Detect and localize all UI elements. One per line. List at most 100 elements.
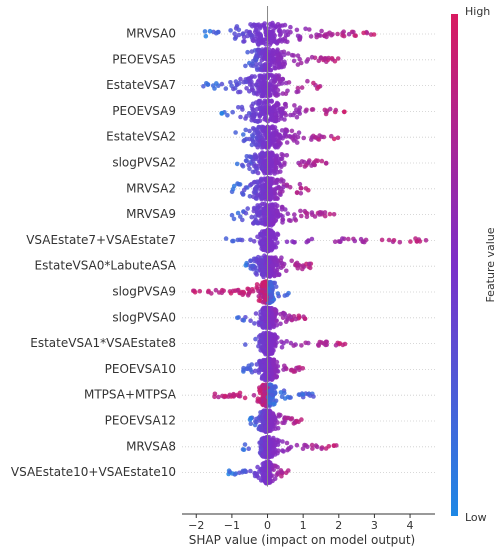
shap-point bbox=[326, 444, 332, 449]
feature-label: EstateVSA0*LabuteASA bbox=[35, 259, 177, 273]
shap-point bbox=[280, 439, 285, 444]
shap-point bbox=[261, 419, 266, 425]
shap-point bbox=[247, 136, 252, 142]
shap-point bbox=[331, 443, 337, 448]
shap-point bbox=[197, 288, 203, 294]
shap-point bbox=[283, 91, 289, 96]
shap-point bbox=[269, 263, 275, 269]
shap-point bbox=[260, 451, 266, 457]
shap-point bbox=[408, 239, 413, 244]
shap-point bbox=[267, 331, 272, 336]
shap-point bbox=[269, 246, 275, 252]
shap-point bbox=[267, 21, 273, 27]
shap-point bbox=[273, 442, 278, 448]
shap-point bbox=[251, 256, 257, 262]
shap-point bbox=[251, 239, 257, 244]
shap-point bbox=[268, 388, 273, 394]
shap-point bbox=[269, 160, 274, 166]
shap-point bbox=[260, 283, 266, 289]
shap-point bbox=[286, 446, 291, 451]
shap-point bbox=[249, 82, 255, 87]
shap-point bbox=[230, 109, 235, 115]
shap-point bbox=[233, 130, 238, 135]
shap-point bbox=[284, 440, 290, 446]
shap-point bbox=[251, 91, 257, 96]
shap-point bbox=[360, 239, 366, 244]
shap-point bbox=[248, 415, 254, 421]
x-tick-label: 0 bbox=[264, 519, 271, 532]
shap-point bbox=[262, 87, 267, 92]
shap-point bbox=[300, 366, 306, 371]
shap-point bbox=[263, 424, 268, 429]
shap-point bbox=[259, 91, 264, 96]
shap-point bbox=[305, 78, 310, 84]
shap-point bbox=[213, 287, 219, 293]
shap-point bbox=[279, 207, 285, 212]
shap-point bbox=[304, 211, 310, 216]
feature-label: MRVSA9 bbox=[126, 207, 176, 221]
shap-point bbox=[295, 265, 301, 271]
shap-point bbox=[263, 316, 269, 321]
feature-label: slogPVSA0 bbox=[112, 310, 176, 324]
shap-point bbox=[216, 290, 222, 295]
shap-point bbox=[230, 288, 236, 294]
shap-point bbox=[295, 33, 301, 39]
shap-point bbox=[282, 22, 288, 28]
shap-point bbox=[258, 177, 264, 183]
shap-point bbox=[306, 238, 311, 243]
shap-point bbox=[278, 321, 283, 327]
shap-point bbox=[265, 369, 271, 374]
shap-point bbox=[254, 272, 259, 277]
shap-point bbox=[263, 80, 268, 86]
shap-point bbox=[278, 179, 284, 184]
shap-point bbox=[258, 439, 264, 445]
feature-label: PEOEVSA5 bbox=[112, 52, 176, 66]
shap-point bbox=[324, 339, 330, 345]
shap-point bbox=[303, 26, 308, 32]
shap-point bbox=[219, 81, 225, 87]
shap-point bbox=[267, 382, 273, 387]
shap-point bbox=[245, 185, 250, 190]
shap-point bbox=[259, 215, 264, 220]
shap-point bbox=[274, 196, 280, 201]
shap-point bbox=[223, 236, 229, 241]
shap-point bbox=[272, 169, 277, 174]
shap-point bbox=[257, 73, 262, 79]
shap-point bbox=[259, 100, 265, 106]
shap-point bbox=[260, 325, 266, 330]
shap-point bbox=[274, 318, 279, 324]
shap-point bbox=[279, 128, 285, 133]
x-tick-label: 2 bbox=[335, 519, 342, 532]
shap-point bbox=[267, 82, 273, 87]
shap-point bbox=[251, 194, 256, 199]
colorbar-gradient bbox=[451, 14, 458, 516]
shap-point bbox=[255, 29, 260, 35]
feature-label: PEOEVSA12 bbox=[105, 414, 176, 428]
shap-point bbox=[363, 237, 369, 243]
shap-point bbox=[291, 58, 297, 64]
shap-point bbox=[260, 187, 266, 193]
shap-point bbox=[291, 343, 297, 348]
shap-point bbox=[316, 84, 321, 90]
shap-point bbox=[273, 268, 278, 273]
shap-point bbox=[272, 74, 278, 80]
shap-point bbox=[209, 291, 214, 296]
shap-point bbox=[244, 136, 249, 142]
x-axis-label: SHAP value (impact on model output) bbox=[189, 533, 416, 547]
shap-point bbox=[268, 88, 273, 93]
shap-point bbox=[257, 206, 263, 211]
shap-point bbox=[223, 86, 229, 91]
shap-point bbox=[236, 105, 241, 110]
shap-point bbox=[305, 444, 310, 450]
shap-point bbox=[237, 182, 243, 187]
shap-point bbox=[228, 80, 233, 85]
shap-point bbox=[297, 181, 303, 187]
shap-point bbox=[282, 390, 287, 396]
shap-point bbox=[298, 186, 304, 191]
shap-point bbox=[279, 152, 285, 157]
shap-point bbox=[264, 55, 269, 60]
shap-point bbox=[253, 419, 258, 424]
shap-point bbox=[248, 33, 253, 38]
feature-points bbox=[243, 46, 341, 73]
shap-point bbox=[269, 350, 275, 356]
